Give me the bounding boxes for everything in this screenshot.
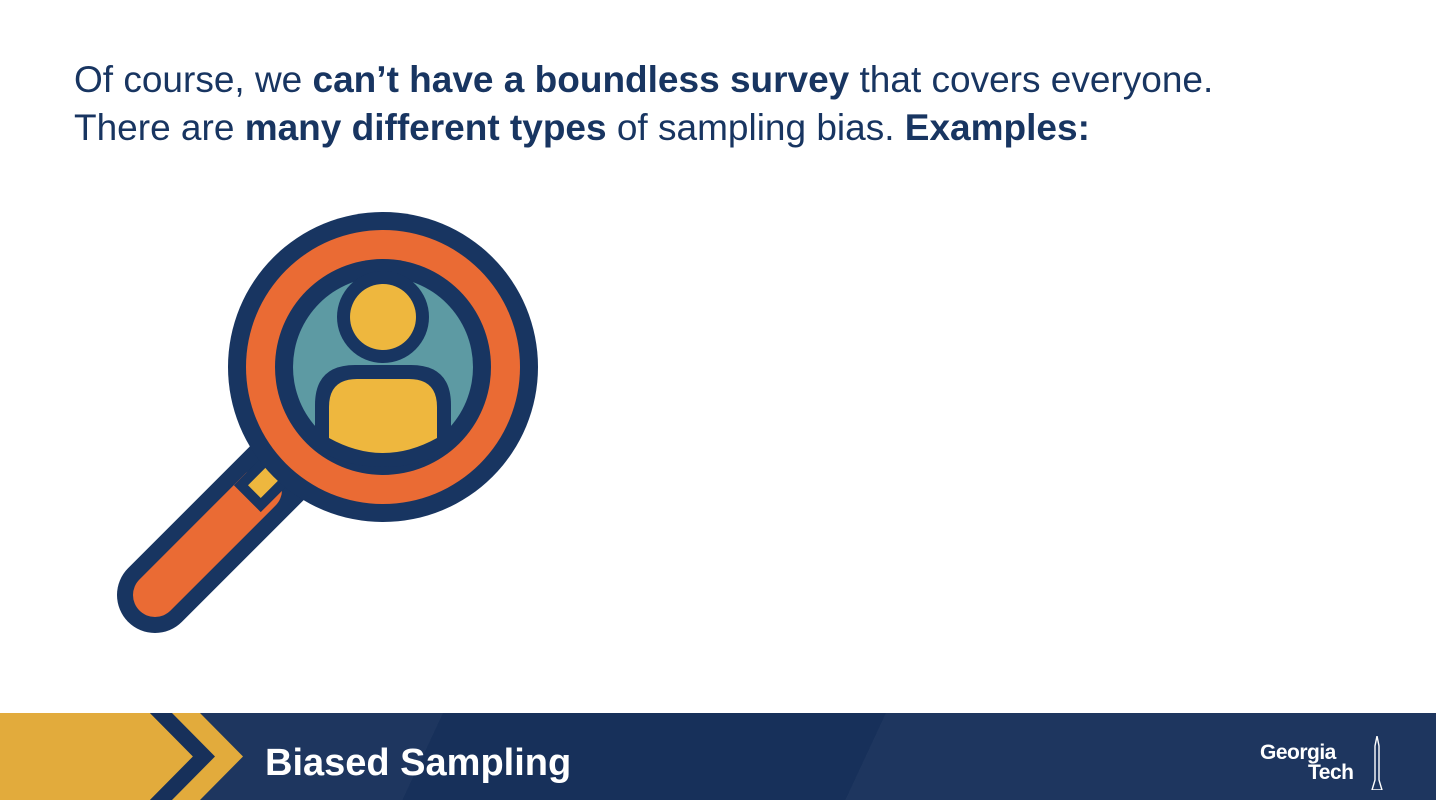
footer-bar [0, 713, 1436, 800]
heading-segment: Of course, we [74, 59, 313, 100]
footer-title: Biased Sampling [265, 742, 572, 784]
heading-segment: that covers everyone. [849, 59, 1214, 100]
heading-line-1: Of course, we can’t have a boundless sur… [74, 56, 1374, 104]
heading-segment-bold: Examples: [904, 107, 1090, 148]
slide-heading: Of course, we can’t have a boundless sur… [74, 56, 1374, 152]
heading-segment-bold: can’t have a boundless survey [312, 59, 850, 100]
tech-tower-icon [1371, 736, 1383, 790]
heading-segment: There are [74, 107, 245, 148]
georgia-tech-logo: Georgia Tech [1258, 736, 1388, 790]
heading-line-2: There are many different types of sampli… [74, 104, 1374, 152]
chevron-right-icon [0, 713, 243, 800]
magnifying-glass-person-icon [117, 212, 538, 633]
heading-segment: of sampling bias. [606, 107, 905, 148]
logo-word-georgia: Georgia [1260, 741, 1336, 764]
heading-segment-bold: many different types [244, 107, 607, 148]
person-icon [315, 271, 451, 467]
logo-word-tech: Tech [1308, 761, 1354, 784]
